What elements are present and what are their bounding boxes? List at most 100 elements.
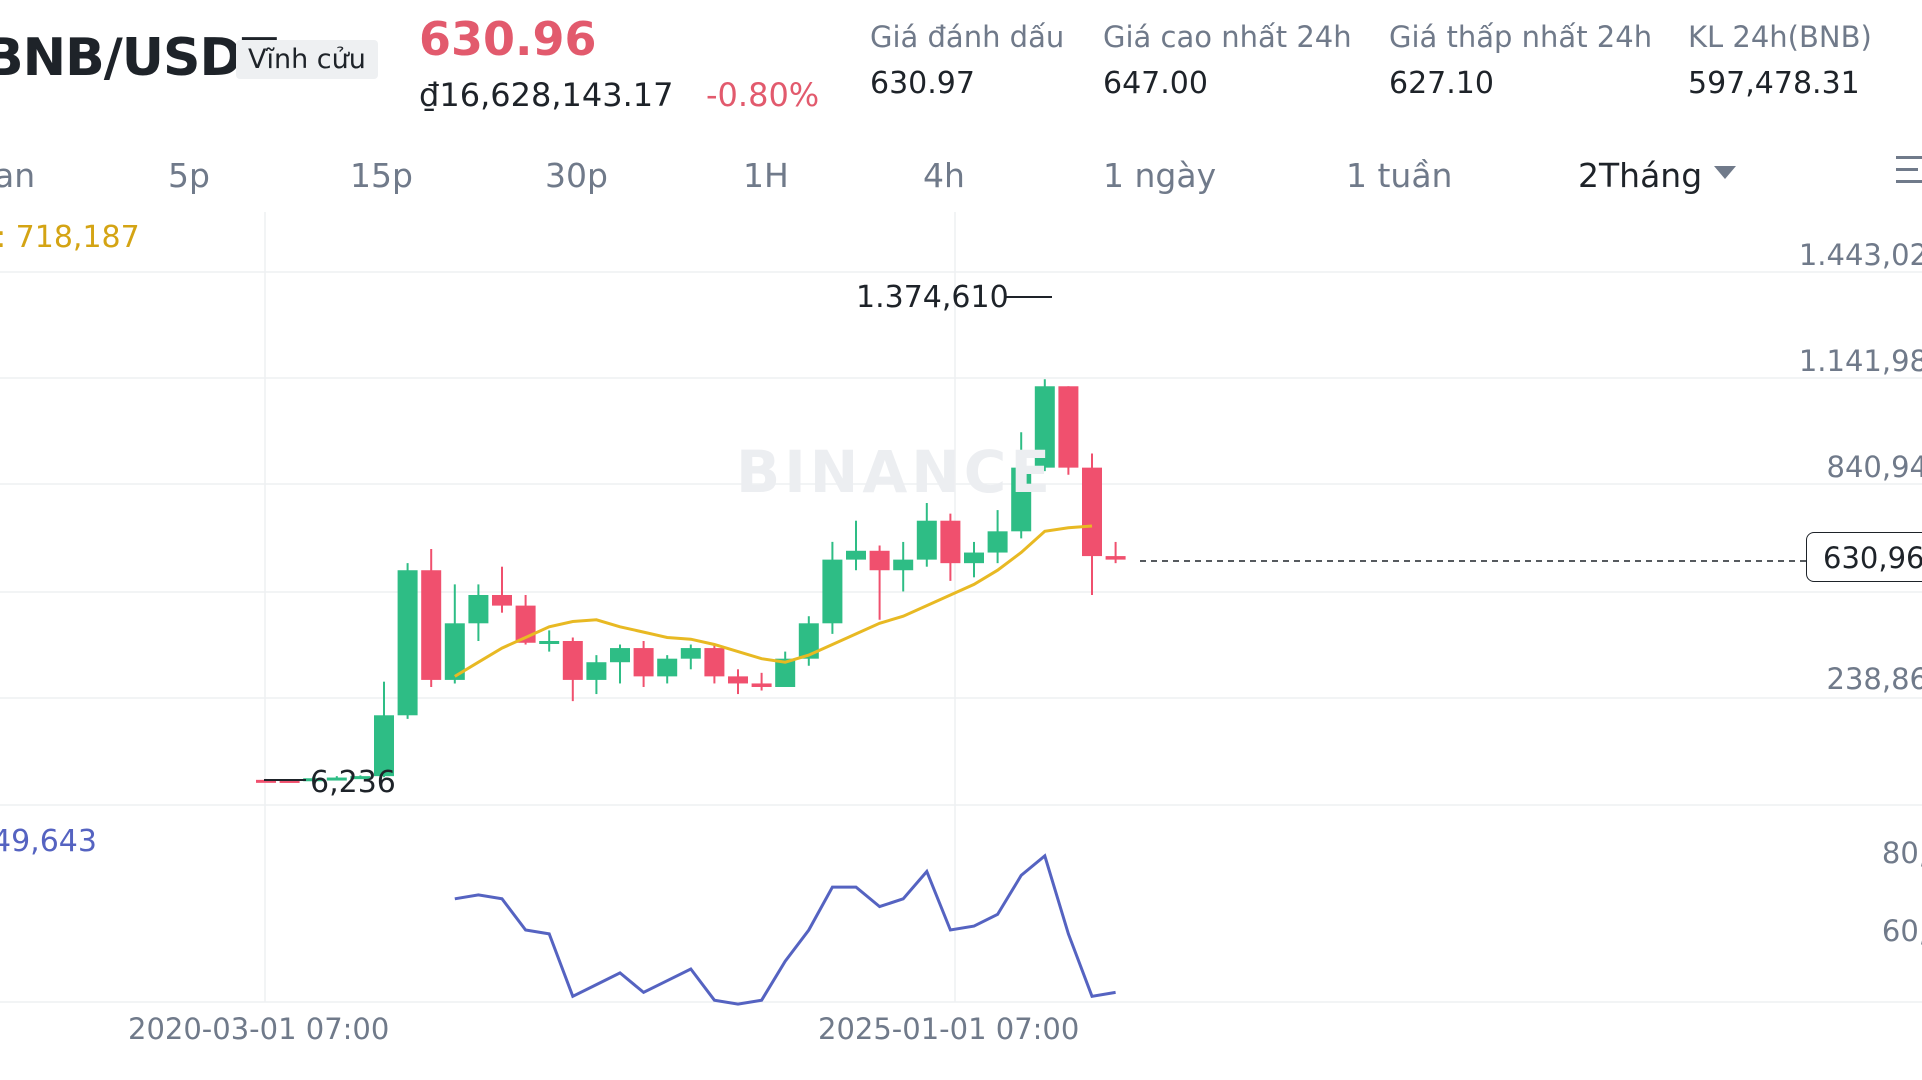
candle [303, 776, 324, 782]
candle-body [610, 648, 630, 663]
low-24h-label: Giá thấp nhất 24h [1389, 20, 1653, 54]
candle [964, 541, 984, 578]
candle-body [468, 595, 489, 624]
volume-24h-value: 597,478.31 [1688, 66, 1860, 101]
candle-body [869, 550, 890, 571]
candle [657, 655, 678, 684]
candle [421, 549, 442, 687]
candle [869, 545, 890, 620]
tf-4h[interactable]: 4h [923, 156, 965, 195]
y-tick-label: 1.141,98 [1798, 344, 1922, 378]
chevron-down-icon[interactable] [1714, 166, 1736, 179]
y-tick-label: 238,86 [1826, 662, 1922, 696]
candle-body [374, 715, 394, 777]
candle-body [1034, 386, 1055, 468]
high-24h-value: 647.00 [1103, 66, 1208, 101]
candle [610, 644, 630, 684]
candle-body [657, 658, 678, 677]
contract-type-badge: Vĩnh cửu [236, 40, 378, 79]
chart-settings-icon[interactable] [1896, 150, 1922, 190]
candle [492, 566, 512, 613]
candle-body [680, 648, 701, 659]
candle [775, 651, 796, 687]
ma-value-label: : 718,187 [0, 220, 140, 255]
candle [680, 644, 701, 670]
current-price-tag: 630,96 [1806, 532, 1922, 582]
candle-body [1105, 556, 1126, 560]
candle [562, 637, 583, 702]
candle-body [798, 623, 819, 659]
candle [822, 541, 843, 634]
candle [1105, 541, 1126, 564]
tf-1h[interactable]: 1H [743, 156, 789, 195]
candle-body [515, 605, 536, 643]
candle-body [1082, 467, 1102, 557]
candle [728, 669, 748, 695]
candle [350, 775, 371, 780]
candle [1082, 453, 1102, 596]
ma-line [454, 524, 1093, 678]
candle-body [326, 777, 347, 781]
volume-indicator-line [454, 853, 1116, 1006]
y-tick-label: 1.443,02 [1798, 238, 1922, 272]
candle-body [444, 623, 465, 680]
candle [633, 640, 654, 687]
candlestick-series [256, 379, 1126, 783]
candle [539, 630, 560, 652]
volume-24h-label: KL 24h(BNB) [1688, 20, 1872, 54]
candle-body [893, 559, 914, 571]
candle-body [279, 779, 300, 783]
candle [704, 644, 725, 684]
candle [468, 584, 489, 641]
low-label: 6,236 [310, 765, 396, 800]
candle-body [633, 648, 654, 677]
candle-body [586, 662, 607, 680]
candle [586, 655, 607, 695]
candle-body [704, 648, 725, 677]
tf-15m[interactable]: 15p [350, 156, 413, 195]
candle [326, 776, 347, 781]
candle-body [1011, 467, 1032, 532]
y-tick-label: 840,94 [1826, 450, 1922, 484]
candle-body [822, 559, 843, 624]
candle-body [846, 550, 866, 560]
candle-body [987, 531, 1008, 553]
tf-30m[interactable]: 30p [545, 156, 608, 195]
chart-grid [0, 212, 1922, 1003]
candle [444, 584, 465, 684]
x-tick-label: 2020-03-01 07:00 [128, 1012, 390, 1046]
candle-body [1058, 386, 1079, 468]
tf-1w[interactable]: 1 tuần [1346, 156, 1453, 195]
mark-price-label: Giá đánh dấu [870, 20, 1065, 54]
vol-tick-label: 80, [1881, 836, 1922, 870]
candle [397, 563, 418, 719]
candle-body [492, 595, 512, 606]
candle [798, 616, 819, 666]
candle [893, 541, 914, 592]
candle-body [728, 676, 748, 684]
last-price: 630.96 [419, 12, 597, 66]
tf-5m[interactable]: 5p [168, 156, 210, 195]
candle-body [539, 640, 560, 644]
tf-time[interactable]: an [0, 156, 36, 195]
pair-title[interactable]: BNB/USDT [0, 28, 277, 88]
candle [751, 672, 772, 691]
candle [916, 503, 937, 567]
candle [987, 510, 1008, 564]
candle-body [751, 683, 772, 687]
mark-price-value: 630.97 [870, 66, 975, 101]
candle-body [421, 570, 442, 680]
binance-watermark: BINANCE [736, 438, 1054, 506]
high-label: 1.374,610 [856, 280, 1009, 315]
candle [1058, 386, 1079, 475]
tf-1d[interactable]: 1 ngày [1103, 156, 1217, 195]
tf-2month[interactable]: 2Tháng [1578, 156, 1703, 195]
candle-body [303, 778, 324, 782]
candle-body [256, 779, 276, 783]
candle [374, 681, 394, 778]
volume-value-label: 49,643 [0, 824, 97, 859]
candle [940, 513, 961, 581]
candle-body [775, 658, 796, 687]
candle [1034, 379, 1055, 472]
